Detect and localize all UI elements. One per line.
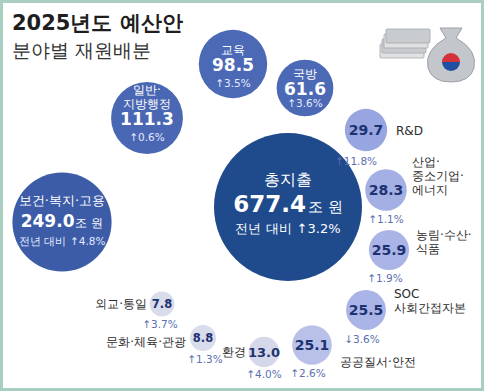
- bubble-circle: [199, 30, 267, 98]
- change-prefix: 전년 대비: [19, 235, 66, 247]
- value-label: 25.1: [295, 337, 330, 353]
- change-label: ↑3.7%: [142, 318, 177, 330]
- change-label: ↑11.8%: [335, 155, 377, 167]
- change-label: ↑2.6%: [290, 367, 325, 379]
- total-label: 총지출: [264, 170, 312, 189]
- category-label: 농림·수산·식품: [416, 228, 472, 256]
- bubble-circle: [12, 172, 111, 271]
- taegeuk-blue: [442, 62, 460, 71]
- category-line: 환경: [222, 345, 246, 359]
- category-line: 사회간접자본: [394, 301, 466, 315]
- value-label: 61.6: [284, 79, 326, 99]
- category-line: SOC: [394, 287, 419, 301]
- bubble: 25.9 농림·수산·식품 ↑1.9%: [367, 228, 471, 284]
- bubble-circle: [346, 290, 386, 330]
- frame: [2, 2, 483, 390]
- category-line: 산업·: [412, 155, 440, 169]
- bubble-circle: [292, 325, 332, 365]
- bubble: 7.8 외교·통일 ↑3.7%: [95, 292, 178, 330]
- category-label: R&D: [396, 124, 423, 138]
- change-label: ↑3.6%: [287, 97, 322, 109]
- bubble: 13.0환경↑4.0%: [222, 337, 282, 380]
- bubble-circle: [369, 230, 409, 270]
- category-line: R&D: [396, 124, 423, 138]
- category-label: 환경: [222, 345, 246, 359]
- value-label: 249.0조 원: [21, 211, 104, 231]
- category-label: 일반·지방행정: [123, 83, 171, 111]
- value-label: 29.7: [349, 122, 384, 138]
- bubble: 29.7 R&D ↑11.8%: [335, 109, 423, 167]
- bubble: 보건·복지·고용 249.0조 원전년 대비 ↑4.8%: [12, 172, 111, 271]
- bill: [386, 29, 430, 43]
- money-icon: [380, 28, 475, 82]
- bubble-circle: [190, 325, 216, 351]
- bubble: 8.8 문화·체육·관광↑1.3%: [106, 325, 222, 365]
- category-line: 에너지: [412, 183, 448, 197]
- subtitle: 분야별 재원배분: [12, 39, 151, 61]
- change-label: ↑4.8%: [70, 235, 105, 247]
- change-label: ↑3.5%: [215, 77, 250, 89]
- category-line: 농림·수산·: [416, 228, 472, 242]
- change: 전년 대비 ↑4.8%: [19, 235, 106, 247]
- bubble: 25.5 SOC사회간접자본 ↓3.6%: [344, 287, 466, 345]
- change-label: ↑0.6%: [129, 131, 164, 143]
- change-label: ↑1.1%: [368, 213, 403, 225]
- bag: [427, 28, 474, 82]
- value-label: 28.3: [369, 182, 404, 198]
- change-label: ↑1.3%: [187, 353, 222, 365]
- total-change: 전년 대비 ↑3.2%: [235, 221, 340, 236]
- chart-wrap: 2025년도 예산안분야별 재원배분총지출677.4조 원전년 대비↑3.2%보…: [0, 0, 484, 391]
- category-label: 산업·중소기업·에너지: [412, 155, 464, 197]
- bubble-circle: [365, 169, 407, 211]
- bubble-circle: [249, 337, 279, 367]
- category-line: 식품: [416, 242, 440, 256]
- title: 2025년도 예산안: [12, 11, 183, 35]
- category-label: 보건·복지·고용: [19, 193, 105, 208]
- chart: 2025년도 예산안분야별 재원배분총지출677.4조 원전년 대비↑3.2%보…: [0, 0, 484, 391]
- bubble: 일반·지방행정111.3 ↑0.6%: [111, 82, 183, 154]
- value-label: 98.5: [212, 55, 254, 75]
- change-label: ↑1.9%: [367, 272, 402, 284]
- value-label: 13.0: [248, 345, 280, 360]
- taegeuk-red: [442, 53, 460, 62]
- total-change-label: ↑3.2%: [297, 221, 341, 236]
- value-label: 8.8: [193, 331, 213, 345]
- bubble: 28.3 산업·중소기업·에너지 ↑1.1%: [365, 155, 464, 225]
- bubble: 국방61.6↑3.6%: [277, 60, 334, 117]
- bubble: 교육98.5↑3.5%: [199, 30, 267, 98]
- bubble-circle: [150, 292, 175, 317]
- bubble-circle: [345, 109, 387, 151]
- unit: 조 원: [75, 216, 103, 230]
- total-value-number: 677.4: [233, 191, 306, 217]
- category-label: 공공질서·안전: [340, 355, 416, 369]
- change-label: ↑4.0%: [246, 368, 281, 380]
- category-line: 문화·체육·관광: [106, 335, 186, 349]
- category-line: 외교·통일: [95, 297, 147, 311]
- category-line: 공공질서·안전: [340, 355, 416, 369]
- value-label: 7.8: [152, 297, 172, 311]
- value-number: 249.0: [21, 211, 75, 231]
- total-value: 677.4조 원: [233, 191, 343, 217]
- category-label: SOC사회간접자본: [394, 287, 466, 315]
- category-line: 중소기업·: [412, 169, 464, 183]
- category-line: 일반·: [133, 83, 161, 97]
- value-label: 25.5: [349, 302, 384, 318]
- category-label: 외교·통일: [95, 297, 147, 311]
- bubble: 25.1 공공질서·안전 ↑2.6%: [290, 325, 416, 379]
- bubble-circle: [111, 82, 183, 154]
- value-label: 25.9: [372, 242, 407, 258]
- change-label: ↓3.6%: [344, 333, 379, 345]
- unit: 조 원: [308, 198, 343, 216]
- change-prefix: 전년 대비: [235, 221, 291, 236]
- category-label: 문화·체육·관광: [106, 335, 186, 349]
- bubble-circle: [277, 60, 334, 117]
- value-label: 111.3: [120, 109, 174, 129]
